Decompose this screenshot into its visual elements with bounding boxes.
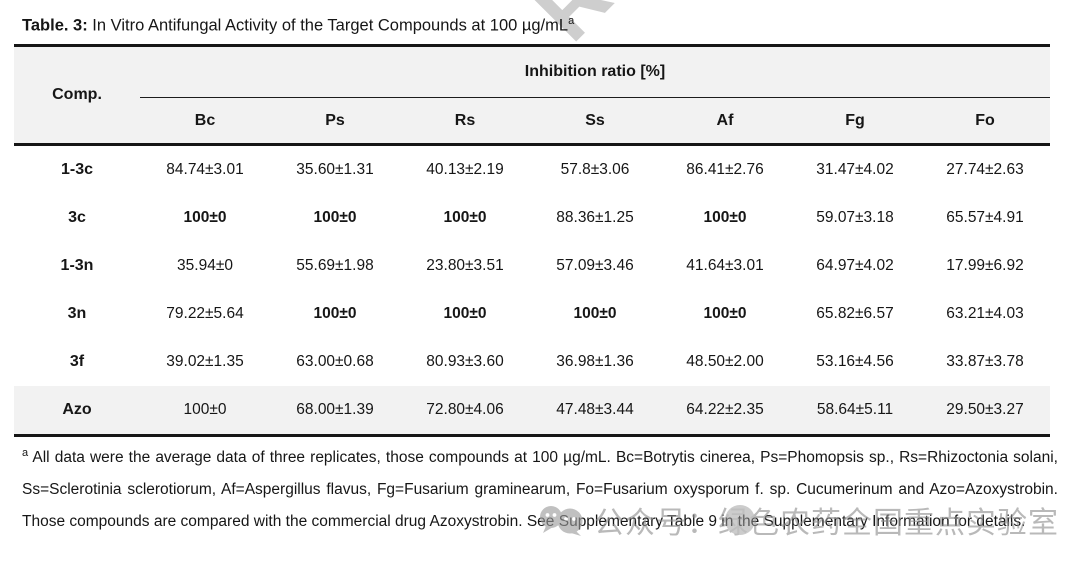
footnote-text: All data were the average data of three … bbox=[22, 449, 1058, 531]
cell-1-3c-ss: 57.8±3.06 bbox=[560, 161, 630, 178]
cell-1-3c-fg: 31.47±4.02 bbox=[816, 161, 894, 178]
footnote: a All data were the average data of thre… bbox=[22, 437, 1058, 538]
column-header-fo: Fo bbox=[975, 111, 995, 129]
cell-1-3n-rs: 23.80±3.51 bbox=[426, 257, 504, 274]
group-header-row: Comp. Inhibition ratio [%] bbox=[14, 45, 1050, 103]
compound-label-3n: 3n bbox=[67, 305, 87, 322]
column-header-bc: Bc bbox=[194, 111, 216, 129]
cell-1-3c-bc: 84.74±3.01 bbox=[166, 161, 244, 178]
bottom-watermark: 公众号：绿色农药全国重点实验室 bbox=[538, 501, 1059, 540]
cell-3f-rs: 80.93±3.60 bbox=[426, 353, 504, 370]
subheader-row: Bc Ps Rs Ss Af Fg Fo bbox=[14, 98, 1050, 145]
table-row-1-3n: 1-3n 35.94±0 55.69±1.98 23.80±3.51 57.09±3.4… bbox=[14, 242, 1050, 290]
antifungal-activity-table: Comp. Inhibition ratio [%] Bc Ps Rs Ss Af Fg F… bbox=[14, 44, 1050, 437]
cell-3c-rs: 100±0 bbox=[443, 209, 487, 226]
cell-1-3c-rs: 40.13±2.19 bbox=[426, 161, 504, 178]
cell-3f-fg: 53.16±4.56 bbox=[816, 353, 894, 370]
table-caption-text: In Vitro Antifungal Activity of the Targ… bbox=[87, 16, 569, 35]
table-row-azo: Azo 100±0 68.00±1.39 72.80±4.06 47.48±3.44 64… bbox=[14, 386, 1050, 436]
cell-3c-ps: 100±0 bbox=[313, 209, 357, 226]
cell-3n-ss: 100±0 bbox=[573, 305, 617, 322]
cell-1-3n-ps: 55.69±1.98 bbox=[296, 257, 374, 274]
cell-3c-af: 100±0 bbox=[703, 209, 747, 226]
watermark-account-text: 公众号：绿色农药全国重点实验室 bbox=[594, 507, 1059, 540]
cell-3c-fg: 59.07±3.18 bbox=[816, 209, 894, 226]
cell-1-3c-ps: 35.60±1.31 bbox=[296, 161, 374, 178]
cell-3n-rs: 100±0 bbox=[443, 305, 487, 322]
column-header-ps: Ps bbox=[325, 111, 345, 129]
cell-3f-fo: 33.87±3.78 bbox=[946, 353, 1024, 370]
cell-3c-ss: 88.36±1.25 bbox=[556, 209, 634, 226]
column-header-fg: Fg bbox=[845, 111, 865, 129]
cell-3n-af: 100±0 bbox=[703, 305, 747, 322]
cell-1-3c-af: 86.41±2.76 bbox=[686, 161, 764, 178]
table-caption-superscript: a bbox=[568, 15, 575, 27]
cell-1-3n-fg: 64.97±4.02 bbox=[816, 257, 894, 274]
cell-3f-af: 48.50±2.00 bbox=[686, 353, 764, 370]
column-header-ss: Ss bbox=[585, 111, 605, 129]
cell-azo-rs: 72.80±4.06 bbox=[426, 401, 504, 418]
table-body: 1-3c 84.74±3.01 35.60±1.31 40.13±2.19 57.8±3… bbox=[14, 145, 1050, 436]
compound-label-3c: 3c bbox=[68, 209, 86, 226]
compound-label-azo: Azo bbox=[62, 401, 92, 418]
cell-1-3n-af: 41.64±3.01 bbox=[686, 257, 764, 274]
cell-3f-ps: 63.00±0.68 bbox=[296, 353, 374, 370]
watermark-circle bbox=[725, 505, 755, 535]
cell-1-3n-bc: 35.94±0 bbox=[177, 257, 233, 274]
cell-1-3n-fo: 17.99±6.92 bbox=[946, 257, 1024, 274]
cell-1-3c-fo: 27.74±2.63 bbox=[946, 161, 1024, 178]
table-row-1-3c: 1-3c 84.74±3.01 35.60±1.31 40.13±2.19 57.8±3… bbox=[14, 145, 1050, 195]
table-caption: Table. 3: In Vitro Antifungal Activity o… bbox=[22, 15, 574, 36]
cell-3f-bc: 39.02±1.35 bbox=[166, 353, 244, 370]
column-header-af: Af bbox=[716, 111, 734, 129]
cell-3n-bc: 79.22±5.64 bbox=[166, 305, 244, 322]
cell-azo-bc: 100±0 bbox=[183, 401, 227, 418]
cell-azo-fo: 29.50±3.27 bbox=[946, 401, 1024, 418]
cell-azo-af: 64.22±2.35 bbox=[686, 401, 764, 418]
cell-3c-fo: 65.57±4.91 bbox=[946, 209, 1024, 226]
inhibition-ratio-group-header: Inhibition ratio [%] bbox=[140, 45, 1050, 98]
cell-azo-fg: 58.64±5.11 bbox=[816, 401, 894, 418]
cell-3c-bc: 100±0 bbox=[183, 209, 227, 226]
table-caption-label: Table. 3: bbox=[22, 16, 88, 35]
table-row-3c: 3c 100±0 100±0 100±0 88.36±1.25 100±0 59.07±3.… bbox=[14, 194, 1050, 242]
cell-3n-fg: 65.82±6.57 bbox=[816, 305, 894, 322]
footnote-marker: a bbox=[22, 447, 29, 459]
table-row-3f: 3f 39.02±1.35 63.00±0.68 80.93±3.60 36.98±1.… bbox=[14, 338, 1050, 386]
comp-column-header: Comp. bbox=[52, 86, 102, 103]
table-row-3n: 3n 79.22±5.64 100±0 100±0 100±0 100±0 65.82±6.… bbox=[14, 290, 1050, 338]
cell-azo-ps: 68.00±1.39 bbox=[296, 401, 374, 418]
table-header: Comp. Inhibition ratio [%] Bc Ps Rs Ss Af Fg F… bbox=[14, 45, 1050, 145]
compound-label-3f: 3f bbox=[69, 353, 85, 370]
column-header-rs: Rs bbox=[454, 111, 476, 129]
compound-label-1-3n: 1-3n bbox=[60, 257, 94, 274]
cell-3n-ps: 100±0 bbox=[313, 305, 357, 322]
cell-1-3n-ss: 57.09±3.46 bbox=[556, 257, 634, 274]
cell-azo-ss: 47.48±3.44 bbox=[556, 401, 634, 418]
cell-3f-ss: 36.98±1.36 bbox=[556, 353, 634, 370]
compound-label-1-3c: 1-3c bbox=[60, 161, 94, 178]
cell-3n-fo: 63.21±4.03 bbox=[946, 305, 1024, 322]
wechat-chat-bubbles-icon bbox=[540, 506, 583, 536]
